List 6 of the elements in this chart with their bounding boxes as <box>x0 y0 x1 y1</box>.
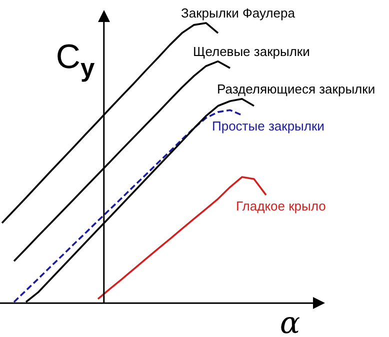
x-axis-title: α <box>280 306 300 337</box>
series-label: Закрылки Фаулера <box>181 6 296 21</box>
series-label: Щелевые закрылки <box>193 44 310 59</box>
series-label: Гладкое крыло <box>236 198 326 214</box>
series-label: Простые закрылки <box>212 118 324 134</box>
series-label: Разделяющиеся закрылки <box>217 81 376 96</box>
